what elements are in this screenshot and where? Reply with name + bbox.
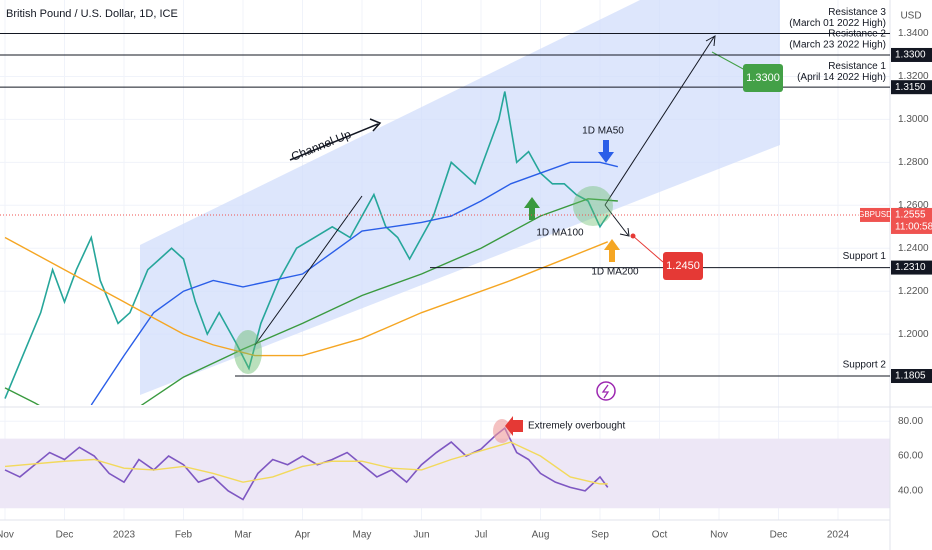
- level-subtitle: (March 23 2022 High): [789, 40, 886, 51]
- level-name: Resistance 2: [828, 29, 886, 40]
- price-tag: [891, 369, 932, 384]
- y-tick-label: 1.3200: [898, 71, 929, 82]
- price-pane: [4, 91, 619, 405]
- line: [4, 426, 609, 501]
- countdown: 11:00:58: [895, 222, 932, 233]
- arrow-head: [619, 227, 630, 237]
- x-tick-label: Nov: [0, 530, 14, 541]
- projection-arrow: [604, 204, 629, 236]
- x-tick-label: Oct: [652, 530, 668, 541]
- price-tag-label: 1.1805: [895, 371, 926, 382]
- level-name: Resistance 3: [828, 7, 886, 18]
- ma-label: 1D MA200: [591, 267, 639, 278]
- current-price-symbol: GBPUSD: [858, 210, 892, 219]
- x-tick-label: Sep: [591, 530, 609, 541]
- chart-title: British Pound / U.S. Dollar, 1D, ICE: [6, 8, 178, 20]
- currency: USD: [900, 11, 921, 22]
- current-price-label: 1.2555: [895, 210, 926, 221]
- x-tick-label: Nov: [710, 530, 728, 541]
- event-icon: [596, 381, 616, 401]
- highlight: [573, 186, 613, 226]
- y-tick-label: 80.00: [898, 416, 923, 427]
- y-tick-label: 1.2600: [898, 200, 929, 211]
- target-connector: [632, 235, 664, 263]
- target-label: 1.3300: [746, 72, 780, 84]
- target-dot: [630, 233, 636, 239]
- current-price-tag: [860, 207, 890, 222]
- projection-arrow: [254, 195, 363, 346]
- ma-arrow: [598, 140, 614, 163]
- y-tick-label: 60.00: [898, 451, 923, 462]
- event-icon: [601, 384, 610, 399]
- x-tick-label: Feb: [175, 530, 193, 541]
- level-name: Resistance 1: [828, 61, 886, 72]
- x-tick-label: Jun: [413, 530, 429, 541]
- x-tick-label: Apr: [295, 530, 311, 541]
- y-tick-label: 1.3000: [898, 114, 929, 125]
- x-tick-label: Dec: [56, 530, 74, 541]
- highlight: [234, 330, 262, 374]
- ma-label: 1D MA100: [536, 228, 584, 239]
- x-tick-label: Mar: [234, 530, 252, 541]
- x-tick-label: May: [353, 530, 372, 541]
- price-tag-label: 1.2310: [895, 262, 926, 273]
- y-tick-label: 40.00: [898, 485, 923, 496]
- x-tick-label: Jul: [475, 530, 488, 541]
- price-tag-label: 1.3300: [895, 50, 926, 61]
- level-subtitle: (March 01 2022 High): [789, 18, 886, 29]
- level-name: Support 1: [843, 251, 887, 262]
- current-price-tag: [891, 207, 932, 234]
- x-tick-label: 2024: [827, 530, 850, 541]
- rsi-band: [0, 438, 890, 509]
- level-subtitle: (April 14 2022 High): [797, 72, 886, 83]
- projection-arrow: [604, 36, 715, 206]
- line: [90, 161, 619, 405]
- x-tick-label: Dec: [770, 530, 788, 541]
- rsi-arrow: [505, 416, 523, 436]
- y-tick-label: 1.2000: [898, 329, 929, 340]
- price-tag: [891, 47, 932, 62]
- target-box: [743, 64, 783, 92]
- y-tick-label: 1.2200: [898, 286, 929, 297]
- annotation: Extremely overbought: [528, 421, 625, 432]
- ma-label: 1D MA50: [582, 126, 624, 137]
- line: [4, 91, 609, 399]
- line: [4, 198, 618, 405]
- ma-arrow: [524, 197, 540, 220]
- arrow-head: [705, 35, 716, 47]
- line: [4, 441, 608, 485]
- x-tick-label: Aug: [532, 530, 550, 541]
- ma-arrow: [604, 239, 620, 262]
- x-tick-label: 2023: [113, 530, 136, 541]
- level-name: Support 2: [843, 360, 887, 371]
- price-tag: [891, 260, 932, 275]
- y-tick-label: 1.2400: [898, 243, 929, 254]
- target-label: 1.2450: [666, 260, 700, 272]
- channel-arrow-head: [369, 118, 382, 132]
- line: [4, 236, 608, 357]
- target-box: [663, 252, 703, 280]
- rsi-pane: [4, 426, 609, 501]
- channel: [140, 0, 780, 395]
- y-tick-label: 1.3400: [898, 28, 929, 39]
- y-tick-label: 1.2800: [898, 157, 929, 168]
- channel-arrow: [289, 123, 379, 161]
- price-tag-label: 1.3150: [895, 82, 926, 93]
- price-tag: [891, 80, 932, 95]
